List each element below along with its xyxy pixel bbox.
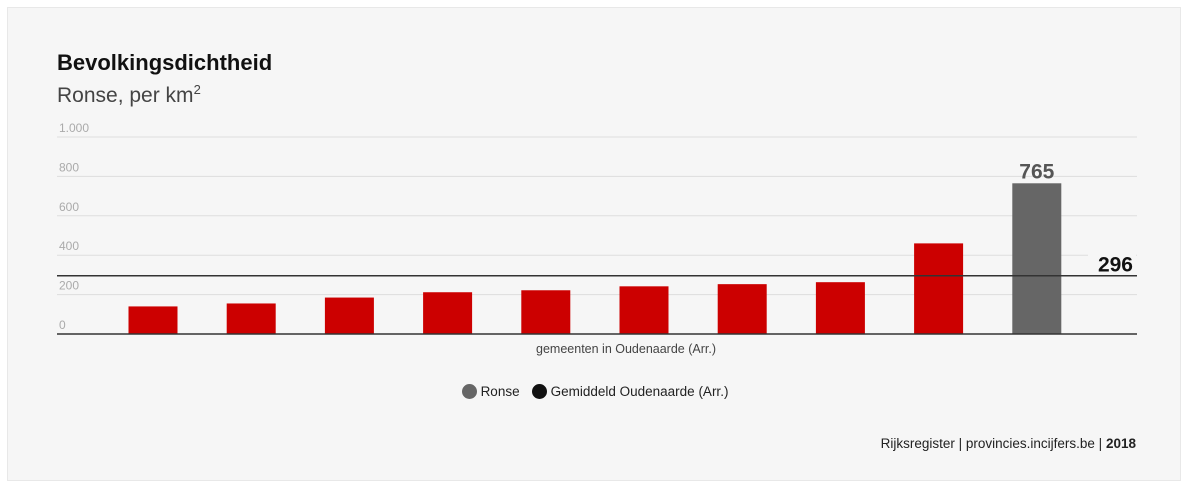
chart-subtitle: Ronse, per km2 [57, 78, 201, 108]
bar[interactable] [815, 282, 865, 334]
chart-card [7, 7, 1181, 481]
legend: Ronse Gemiddeld Oudenaarde (Arr.) [0, 384, 1190, 399]
bar[interactable] [128, 306, 178, 334]
chart-title: Bevolkingsdichtheid [57, 50, 273, 75]
source-text: Rijksregister | provincies.incijfers.be … [880, 436, 1106, 451]
bar[interactable] [717, 284, 767, 334]
average-label-background [1088, 253, 1136, 274]
legend-item-ronse[interactable]: Ronse [461, 384, 520, 399]
subtitle-superscript: 2 [193, 82, 201, 97]
bar-ronse[interactable] [1012, 183, 1062, 334]
bar[interactable] [423, 292, 473, 334]
y-tick-label: 400 [59, 239, 79, 253]
y-tick-label: 0 [59, 318, 66, 332]
bar[interactable] [619, 286, 669, 334]
legend-label-average: Gemiddeld Oudenaarde (Arr.) [550, 384, 729, 399]
y-tick-label: 200 [59, 279, 79, 293]
bar[interactable] [324, 297, 374, 334]
y-tick-label: 1.000 [59, 121, 89, 135]
legend-label-ronse: Ronse [480, 384, 520, 399]
y-tick-label: 800 [59, 160, 79, 174]
subtitle-text: Ronse, per km [57, 84, 194, 107]
highlight-value-label: 765 [1019, 160, 1054, 183]
bar[interactable] [226, 303, 276, 334]
bars [128, 183, 1062, 334]
source-credit: Rijksregister | provincies.incijfers.be … [881, 436, 1136, 451]
x-axis-label: gemeenten in Oudenaarde (Arr.) [536, 342, 716, 356]
legend-swatch-ronse [461, 384, 477, 399]
legend-item-average[interactable]: Gemiddeld Oudenaarde (Arr.) [531, 384, 729, 399]
grid-lines [57, 136, 1137, 296]
average-label: 296 [1098, 254, 1133, 277]
source-year: 2018 [1105, 436, 1136, 451]
y-tick-label: 600 [59, 200, 79, 214]
y-tick-labels: 0 200 400 600 800 1.000 [59, 121, 89, 332]
legend-swatch-average [531, 384, 547, 399]
bar[interactable] [521, 290, 571, 334]
bar[interactable] [914, 243, 964, 334]
